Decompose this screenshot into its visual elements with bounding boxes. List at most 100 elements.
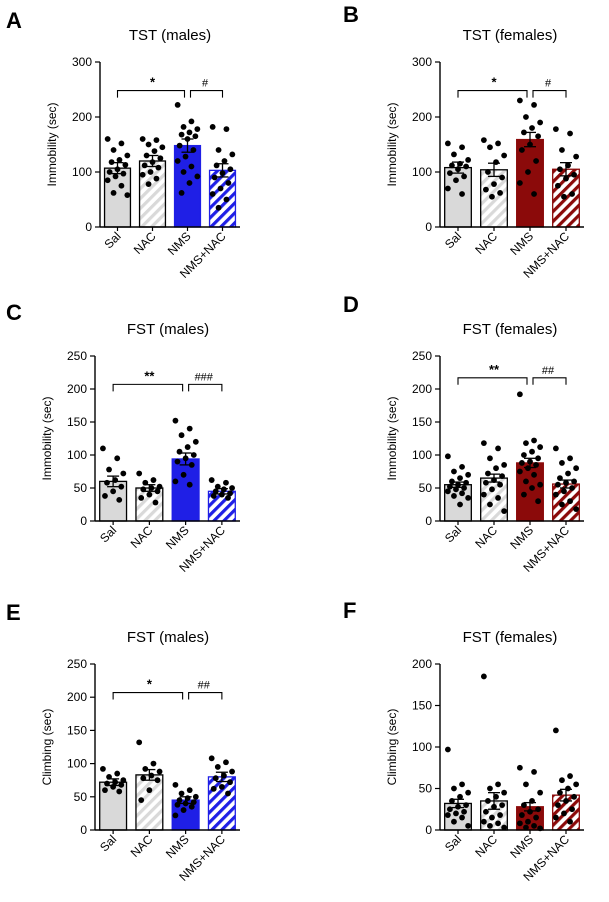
data-point xyxy=(533,158,539,164)
data-point xyxy=(537,481,544,488)
y-tick-label: 150 xyxy=(67,723,87,737)
chart-title: FST (females) xyxy=(463,629,558,646)
data-point xyxy=(499,174,505,181)
data-point xyxy=(523,114,529,120)
chart-title: TST (males) xyxy=(129,27,211,44)
x-tick-label: Sal xyxy=(442,832,464,854)
data-point xyxy=(184,444,191,450)
data-point xyxy=(495,820,501,827)
y-tick-label: 250 xyxy=(67,657,87,671)
data-point xyxy=(531,822,537,829)
data-point xyxy=(459,814,465,821)
bar-sal xyxy=(444,166,472,228)
data-point xyxy=(459,144,465,151)
data-point xyxy=(444,488,451,495)
y-tick-label: 50 xyxy=(419,782,433,796)
data-point xyxy=(110,190,117,196)
data-point xyxy=(122,161,129,168)
data-point xyxy=(521,491,527,498)
data-point xyxy=(100,766,106,772)
data-point xyxy=(208,755,215,762)
data-point xyxy=(225,495,231,501)
data-point xyxy=(124,192,131,199)
data-point xyxy=(444,453,451,460)
data-point xyxy=(531,769,537,775)
y-axis-label: Immobility (sec) xyxy=(385,102,399,186)
data-point xyxy=(136,470,143,477)
significance-bracket xyxy=(532,90,567,98)
data-point xyxy=(569,485,575,491)
data-point xyxy=(180,807,187,813)
data-point xyxy=(120,777,127,784)
data-point xyxy=(463,479,469,486)
data-point xyxy=(141,162,148,169)
data-point xyxy=(223,126,230,132)
data-point xyxy=(157,155,164,162)
y-tick-label: 0 xyxy=(80,823,87,837)
data-point xyxy=(561,810,567,817)
data-point xyxy=(153,175,160,182)
data-point xyxy=(573,781,580,788)
data-point xyxy=(523,478,529,485)
data-point xyxy=(485,798,491,804)
y-tick-label: 0 xyxy=(80,514,87,528)
data-point xyxy=(552,445,559,452)
significance-label: ### xyxy=(195,371,214,383)
panel-letter: E xyxy=(6,600,21,625)
y-tick-label: 0 xyxy=(425,514,432,528)
data-point xyxy=(501,462,508,468)
data-point xyxy=(501,824,508,831)
data-point xyxy=(139,136,146,142)
data-point xyxy=(495,445,501,452)
data-point xyxy=(209,191,216,197)
data-point xyxy=(100,445,106,452)
y-tick-label: 300 xyxy=(412,55,432,69)
significance-label: ## xyxy=(542,365,555,377)
data-point xyxy=(118,781,125,788)
significance-bracket xyxy=(112,692,184,700)
data-point xyxy=(155,164,162,171)
data-point xyxy=(146,787,153,794)
data-point xyxy=(501,152,508,159)
data-point xyxy=(118,182,125,189)
y-tick-label: 150 xyxy=(412,415,432,429)
data-point xyxy=(497,190,503,196)
data-point xyxy=(480,440,487,447)
data-point xyxy=(485,470,491,477)
data-point xyxy=(552,126,559,132)
data-point xyxy=(210,785,217,792)
data-point xyxy=(557,789,563,796)
data-point xyxy=(497,481,503,488)
data-point xyxy=(146,491,153,498)
data-point xyxy=(154,777,161,784)
data-point xyxy=(480,491,487,498)
data-point xyxy=(156,483,163,490)
data-point xyxy=(567,818,573,825)
data-point xyxy=(499,802,505,808)
data-point xyxy=(457,501,463,508)
data-point xyxy=(223,479,229,486)
data-point xyxy=(106,466,112,473)
data-point xyxy=(495,495,501,501)
data-point xyxy=(516,820,523,827)
data-point xyxy=(444,140,451,147)
y-tick-label: 0 xyxy=(425,823,432,837)
data-point xyxy=(523,824,529,831)
data-point xyxy=(110,147,117,153)
data-point xyxy=(142,766,149,772)
data-point xyxy=(571,793,577,800)
data-point xyxy=(461,485,467,491)
data-point xyxy=(535,498,541,505)
x-tick-label: NMS xyxy=(165,229,194,258)
data-point xyxy=(120,470,127,477)
data-point xyxy=(174,102,181,108)
data-point xyxy=(174,801,181,808)
data-point xyxy=(227,779,233,786)
data-point xyxy=(190,452,197,458)
data-point xyxy=(516,180,523,186)
data-point xyxy=(463,163,469,170)
data-point xyxy=(190,147,197,153)
data-point xyxy=(116,496,123,503)
panel-letter: F xyxy=(343,598,356,623)
data-point xyxy=(178,432,185,439)
